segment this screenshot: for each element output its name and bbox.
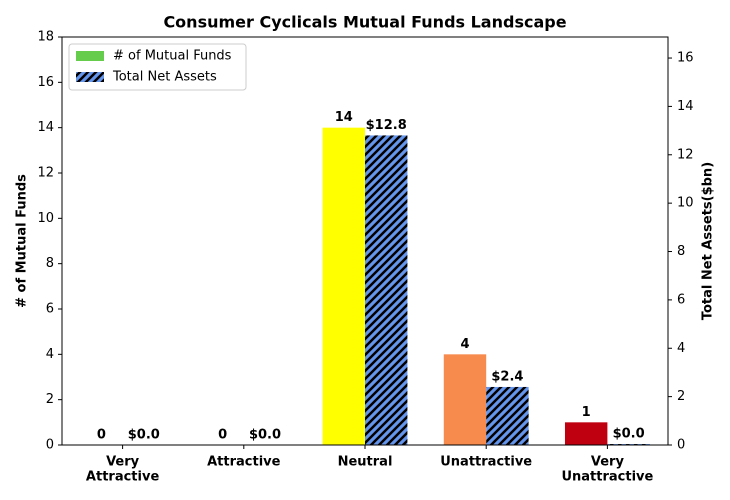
y-tick-label: 0 [46,438,54,453]
y-tick-label: 8 [46,256,54,271]
y2-tick-label: 4 [677,341,685,356]
bar [443,354,487,445]
y2-tick-label: 6 [677,292,685,307]
y2-tick-label: 10 [677,196,694,211]
y-axis-label: # of Mutual Funds [15,174,30,308]
x-tick-label: Unattractive [440,455,532,470]
value-label: 1 [582,405,591,420]
legend-swatch [76,72,104,82]
x-tick-label: Unattractive [561,470,653,485]
y2-tick-label: 12 [677,147,694,162]
y2-tick-label: 2 [677,389,685,404]
y-tick-label: 18 [37,30,54,45]
value-label: 14 [335,110,353,125]
plot-frame [61,36,669,446]
value-label: $0.0 [249,428,281,443]
y-tick-label: 6 [46,302,54,317]
y2-axis-label: Total Net Assets($bn) [701,162,716,320]
y2-tick-label: 8 [677,244,685,259]
legend-label: Total Net Assets [112,70,217,85]
x-tick-label: Very [591,455,625,470]
y-tick-label: 16 [37,75,54,90]
y2-tick-label: 0 [677,438,685,453]
bar [322,127,365,446]
value-label: 0 [97,428,106,443]
x-tick-label: Attractive [86,470,160,485]
value-label: 4 [460,337,469,352]
value-label: $0.0 [128,428,160,443]
legend-label: # of Mutual Funds [113,49,232,64]
y-tick-label: 2 [46,392,54,407]
y-tick-label: 12 [37,166,54,181]
chart-title: Consumer Cyclicals Mutual Funds Landscap… [163,13,566,32]
bar [486,386,529,445]
y2-tick-label: 14 [677,99,694,114]
x-tick-label: Very [106,455,140,470]
value-label: $12.8 [366,118,407,133]
y2-tick-label: 16 [677,51,694,66]
bar [365,135,408,445]
legend-box [68,43,247,91]
x-tick-label: Neutral [338,455,393,470]
y-tick-label: 10 [37,211,54,226]
legend-swatch [76,51,104,61]
bar [564,422,608,445]
value-label: $0.0 [613,427,645,442]
y-tick-label: 4 [46,347,54,362]
y-tick-label: 14 [37,120,54,135]
value-label: 0 [218,428,227,443]
x-tick-label: Attractive [207,455,281,470]
value-label: $2.4 [491,369,523,384]
